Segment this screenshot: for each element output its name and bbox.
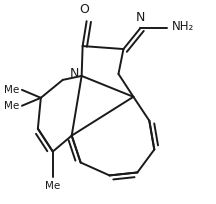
Text: NH₂: NH₂: [172, 20, 194, 33]
Text: Me: Me: [4, 85, 19, 95]
Text: N: N: [136, 11, 145, 24]
Text: O: O: [80, 3, 90, 16]
Text: Me: Me: [45, 181, 60, 191]
Text: Me: Me: [4, 101, 19, 111]
Text: N: N: [69, 68, 79, 80]
